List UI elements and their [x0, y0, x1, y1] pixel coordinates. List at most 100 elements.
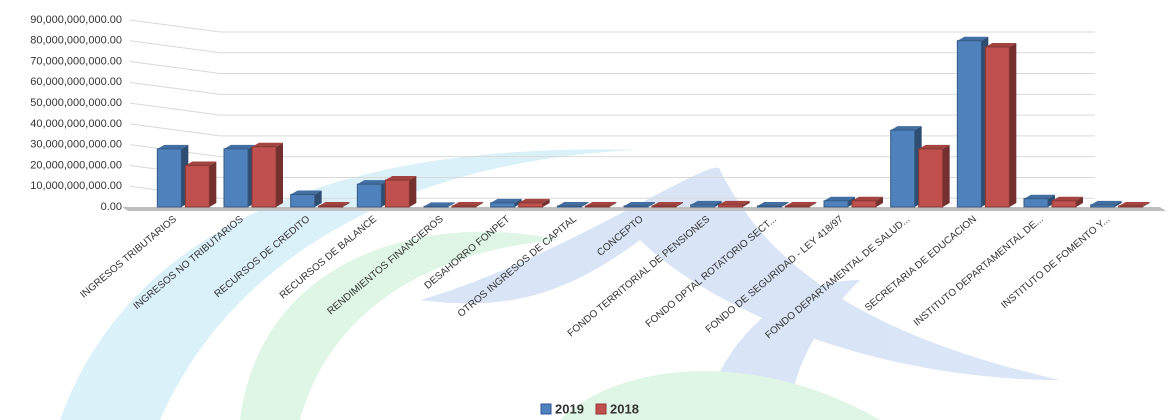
bar-top [452, 201, 483, 206]
bar-side [409, 175, 417, 207]
y-tick-label: 0.00 [101, 201, 122, 213]
bar [651, 205, 677, 208]
bar [718, 204, 744, 208]
bar-top [718, 200, 750, 205]
bar-side [314, 190, 322, 207]
bar-side [542, 198, 550, 207]
bar-top [757, 201, 789, 206]
grid-line [129, 123, 1095, 137]
bar [223, 148, 249, 208]
grid-line [129, 102, 1095, 116]
bar-top [785, 201, 817, 206]
bar [318, 205, 344, 208]
bar [423, 205, 449, 208]
bar [623, 205, 649, 208]
bar-top [357, 180, 389, 185]
legend-swatch [540, 403, 552, 415]
y-tick-label: 60,000,000,000.00 [30, 76, 122, 88]
y-tick-label: 70,000,000,000.00 [30, 55, 122, 67]
bar [890, 129, 916, 208]
bar-top [290, 190, 322, 195]
bar [984, 46, 1010, 208]
bar-top [1052, 196, 1083, 201]
floor [122, 207, 1166, 211]
grid-line [129, 81, 1095, 95]
bar-top [1090, 200, 1122, 205]
bar [851, 200, 877, 208]
bar-side [1114, 200, 1122, 207]
bar-side [742, 200, 750, 207]
bar-side [942, 144, 950, 207]
bar-top [890, 126, 922, 131]
bar [823, 200, 849, 208]
bar-top [918, 144, 950, 149]
bar-top [852, 196, 883, 201]
bar-side [876, 196, 883, 207]
bar-top [1024, 194, 1055, 199]
background-swirls [60, 149, 1060, 420]
grid-line [129, 40, 1095, 54]
legend-label: 2018 [610, 401, 639, 416]
bar-side [1009, 43, 1017, 208]
bar-top [318, 201, 350, 206]
bar-side [581, 201, 589, 207]
x-tick-label: INSTITUTO DEPARTAMENTAL DE... [912, 214, 1046, 329]
bar-top [424, 202, 455, 207]
grid-line [129, 61, 1095, 75]
bar-side [609, 201, 617, 207]
bar [690, 204, 716, 208]
bar-side [276, 142, 283, 207]
bar-top [957, 36, 989, 41]
bar-top [252, 142, 283, 147]
bar [518, 202, 544, 208]
x-tick-label: INSTITUTO DE FOMENTO Y... [999, 214, 1112, 311]
bar-top [185, 161, 217, 166]
y-tick-label: 30,000,000,000.00 [30, 139, 122, 151]
bar [251, 146, 277, 208]
bar-top [824, 196, 855, 201]
bar-top [624, 201, 655, 206]
bar-top [557, 201, 589, 206]
grid-line [129, 19, 1095, 33]
bar [1090, 204, 1116, 208]
bar-top [385, 175, 417, 180]
y-tick-label: 80,000,000,000.00 [30, 35, 122, 47]
bar-top [490, 198, 522, 203]
bar-side [714, 200, 722, 207]
bar [384, 179, 410, 208]
bar-top [157, 144, 189, 149]
bar-top [1118, 201, 1150, 206]
y-tick-label: 50,000,000,000.00 [30, 97, 122, 109]
bar-top [690, 200, 722, 205]
bar-side [1142, 201, 1150, 207]
x-tick-label: SECRETARIA DE EDUCACION [863, 214, 979, 314]
bar [784, 205, 810, 208]
bar [1051, 200, 1077, 208]
bar [490, 202, 516, 208]
legend-swatch [595, 403, 607, 415]
bar [956, 40, 982, 208]
bar-top [652, 201, 683, 206]
bar-side [648, 201, 655, 207]
bar-side [809, 201, 817, 207]
bar-top [518, 198, 550, 203]
bar [1023, 198, 1049, 208]
bar-side [342, 201, 350, 207]
bar-top [585, 201, 617, 206]
bar-side [781, 201, 789, 207]
y-tick-label: 90,000,000,000.00 [30, 14, 122, 26]
bar [584, 205, 610, 208]
bar-side [448, 202, 455, 207]
bar [356, 183, 382, 208]
bar [556, 205, 582, 208]
y-tick-label: 20,000,000,000.00 [30, 159, 122, 171]
bar-side [209, 161, 217, 207]
bar-top [224, 144, 255, 149]
bar [756, 205, 782, 208]
bar [918, 148, 944, 208]
bar [156, 148, 182, 208]
y-tick-label: 10,000,000,000.00 [30, 180, 122, 192]
bar-side [476, 201, 483, 207]
bar [451, 205, 477, 208]
